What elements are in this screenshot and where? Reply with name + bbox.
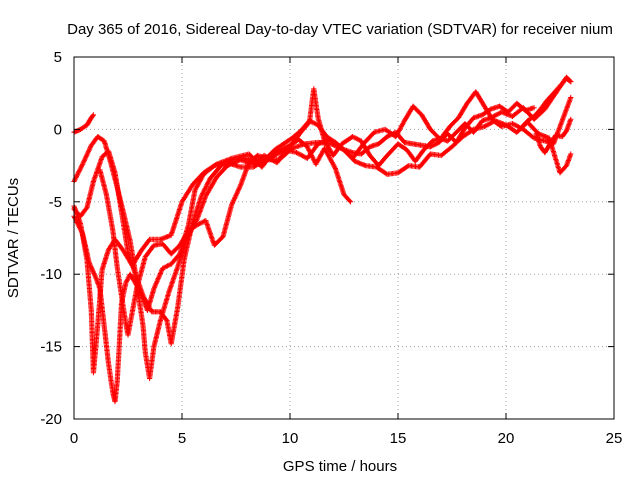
data-markers [518,76,574,131]
x-axis-label: GPS time / hours [283,458,397,475]
y-tick-label: -15 [40,339,62,356]
y-tick-label: 0 [54,121,62,138]
data-series-track-5 [71,112,96,135]
data-markers [71,74,574,382]
plot-frame [73,56,615,420]
tick-label-layer: 0 5 10 15 20 25 -20 -15 -10 -5 0 5 [40,49,622,447]
data-markers [533,116,574,156]
data-layer [71,74,574,405]
data-series-track-2 [71,74,574,382]
data-series-track-7 [518,76,574,131]
x-tick-label: 5 [178,430,186,447]
data-markers [97,100,537,338]
x-tick-label: 25 [606,430,623,447]
data-series-track-6 [97,100,537,338]
tick-layer [73,56,615,420]
y-tick-label: 5 [54,49,62,66]
y-tick-label: -10 [40,266,62,283]
chart-title: Day 365 of 2016, Sidereal Day-to-day VTE… [67,21,613,38]
x-tick-label: 20 [498,430,515,447]
data-series-track-8 [533,116,574,156]
x-tick-label: 0 [70,430,78,447]
y-tick-label: -5 [49,194,62,211]
y-axis-label: SDTVAR / TECUs [5,178,22,298]
data-markers [71,112,96,135]
x-tick-label: 10 [282,430,299,447]
x-tick-label: 15 [390,430,407,447]
y-tick-label: -20 [40,411,62,428]
